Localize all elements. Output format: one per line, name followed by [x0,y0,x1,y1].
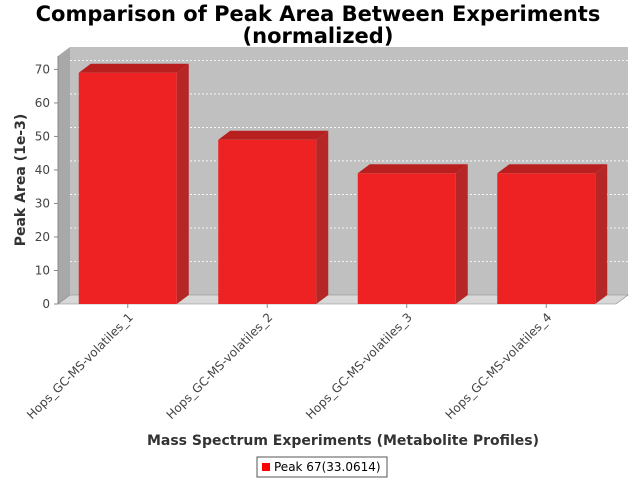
bar-top [357,164,468,174]
x-tick-label: Hops_GC-MS-volatiles_4 [443,310,555,422]
x-tick-label: Hops_GC-MS-volatiles_3 [303,310,415,422]
y-tick-label: 60 [35,96,50,110]
bar [78,63,189,304]
bar [497,164,608,304]
x-axis: Hops_GC-MS-volatiles_1 Hops_GC-MS-volatil… [24,304,554,422]
bar-front [78,72,177,304]
legend-swatch [262,463,270,471]
legend: Peak 67(33.0614) [256,456,388,478]
y-axis: 0 10 20 30 40 50 60 70 [35,56,59,311]
bar-top [497,164,608,174]
plot-back-wall [70,47,628,295]
y-tick-label: 50 [35,129,50,143]
legend-box [256,456,388,478]
bar [357,164,468,304]
y-tick-label: 10 [35,263,50,277]
bar-side [455,164,468,304]
bar-side [176,63,189,304]
chart-title-line-1: Comparison of Peak Area Between Experime… [36,2,601,26]
y-tick-label: 0 [42,297,50,311]
y-tick-label: 30 [35,196,50,210]
y-tick-label: 70 [35,62,50,76]
bar-side [595,164,608,304]
chart-title-line-2: (normalized) [243,24,394,48]
bar-side [316,130,329,304]
bar-top [218,130,329,140]
y-tick-label: 20 [35,230,50,244]
bars [78,63,608,304]
x-tick-label: Hops_GC-MS-volatiles_1 [24,310,136,422]
y-tick-label: 40 [35,163,50,177]
bar-front [357,173,456,304]
plot-area [57,47,629,305]
plot-floor [58,295,628,304]
y-axis-label: Peak Area (1e-3) [13,114,29,247]
x-axis-label: Mass Spectrum Experiments (Metabolite Pr… [147,433,539,449]
bar-front [497,173,596,304]
legend-label: Peak 67(33.0614) [274,460,381,474]
bar-top [78,63,189,73]
bar [218,130,329,304]
plot-left-wall [58,47,70,304]
x-tick-label: Hops_GC-MS-volatiles_2 [164,310,276,422]
bar-front [218,139,317,304]
